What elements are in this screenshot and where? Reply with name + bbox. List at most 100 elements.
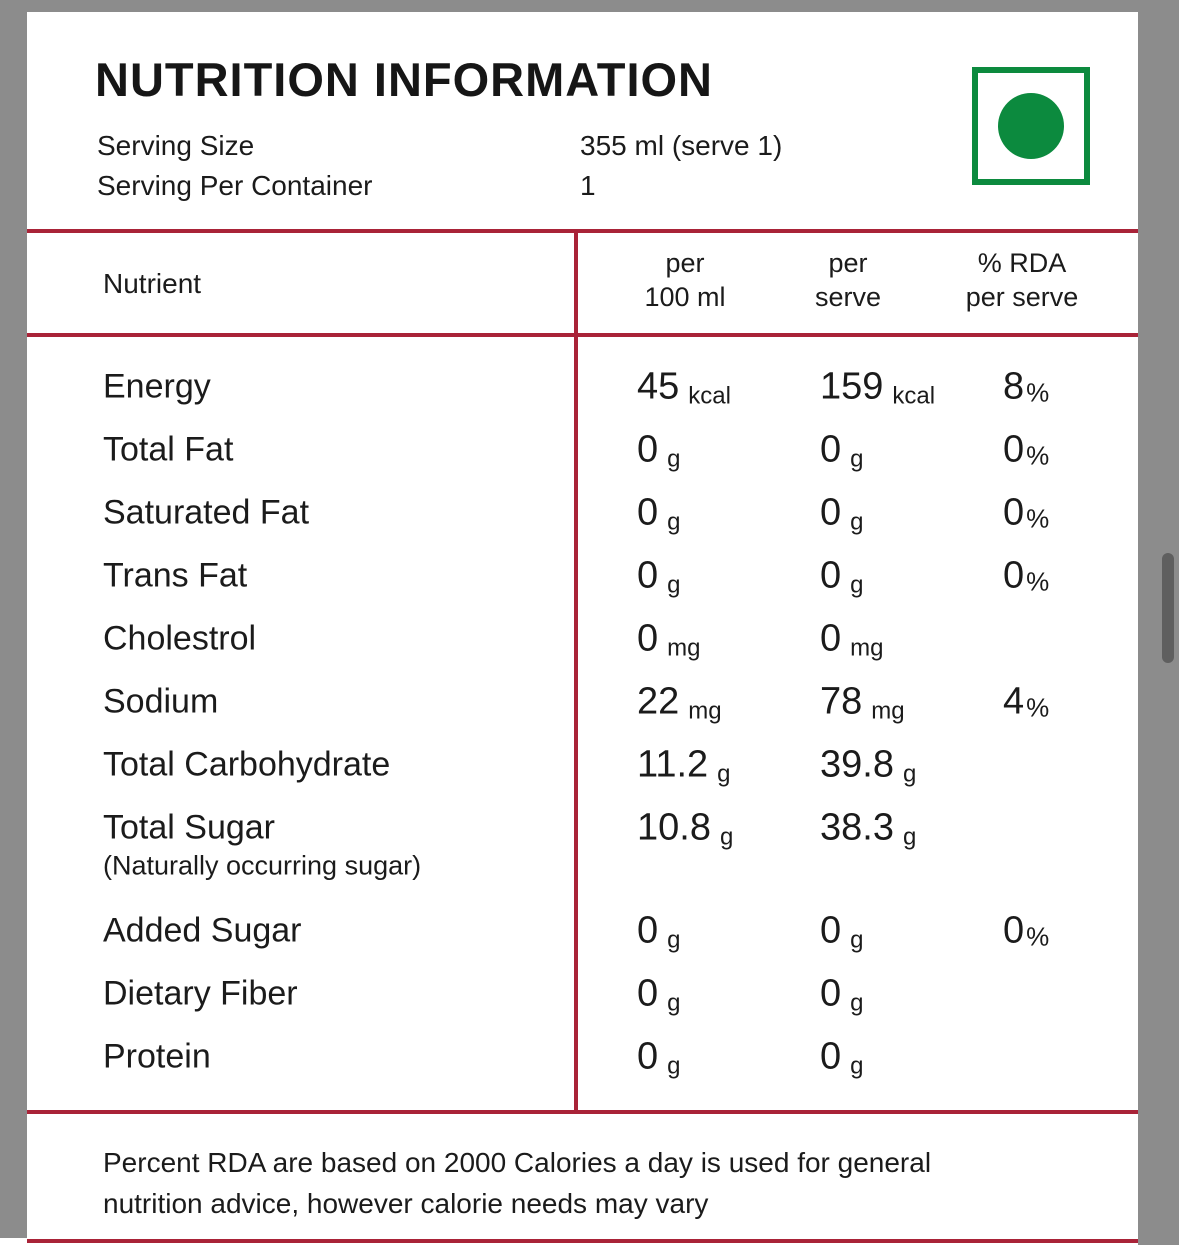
value-number: 4 <box>1003 680 1025 722</box>
value-per-serve: 0 mg <box>820 617 884 661</box>
column-header-line: serve <box>814 282 882 312</box>
percent-sign: % <box>1026 921 1050 951</box>
value-unit: g <box>850 926 864 953</box>
nutrient-name: Dietary Fiber <box>103 974 298 1012</box>
nutrient-label: Added Sugar <box>103 911 302 950</box>
column-header-per-serve: per serve <box>788 246 908 314</box>
value-rda-percent: 8% <box>1003 365 1049 408</box>
value-number: 11.2 <box>637 743 709 785</box>
value-number: 0 <box>820 1035 842 1077</box>
scrollbar-thumb[interactable] <box>1162 553 1174 663</box>
value-number: 0 <box>820 972 842 1014</box>
serving-per-container-label: Serving Per Container <box>97 170 373 201</box>
value-number: 0 <box>820 617 842 659</box>
vegetarian-mark-icon <box>972 67 1090 185</box>
value-unit: kcal <box>892 382 936 409</box>
nutrient-label: Total Carbohydrate <box>103 745 390 784</box>
value-unit: g <box>850 571 864 598</box>
value-number: 78 <box>820 680 863 722</box>
value-number: 0 <box>1003 428 1025 470</box>
value-per-100ml: 11.2 g <box>637 743 731 787</box>
value-number: 0 <box>1003 554 1025 596</box>
nutrient-label: Cholestrol <box>103 619 256 658</box>
percent-sign: % <box>1026 692 1050 722</box>
column-header-nutrient: Nutrient <box>103 268 202 299</box>
nutrient-name: Cholestrol <box>103 619 257 657</box>
rda-footnote: Percent RDA are based on 2000 Calories a… <box>103 1147 932 1219</box>
value-unit: g <box>850 1052 864 1079</box>
percent-sign: % <box>1026 566 1050 596</box>
table-row: Total Carbohydrate 11.2 g 39.8 g <box>0 733 1138 796</box>
value-number: 0 <box>1003 909 1025 951</box>
value-unit: g <box>850 445 864 472</box>
value-number: 8 <box>1003 365 1025 407</box>
value-unit: g <box>902 823 917 850</box>
value-unit: mg <box>871 697 905 724</box>
value-unit: g <box>850 989 864 1016</box>
nutrient-label: Dietary Fiber <box>103 974 298 1013</box>
value-unit: g <box>850 508 864 535</box>
nutrient-name: Saturated Fat <box>103 493 310 531</box>
nutrient-label: Total Sugar (Naturally occurring sugar) <box>103 808 421 880</box>
nutrient-name: Total Fat <box>103 430 234 468</box>
value-number: 0 <box>820 428 842 470</box>
column-divider-rule <box>574 229 578 1114</box>
value-number: 10.8 <box>637 806 711 848</box>
value-number: 0 <box>1003 491 1025 533</box>
nutrient-label: Total Fat <box>103 430 233 469</box>
value-number: 22 <box>637 680 680 722</box>
percent-sign: % <box>1026 503 1050 533</box>
value-number: 38.3 <box>820 806 894 848</box>
column-header-line: per <box>665 248 705 278</box>
nutrient-label: Trans Fat <box>103 556 247 595</box>
column-header-line: 100 ml <box>644 282 726 312</box>
value-unit: g <box>719 823 734 850</box>
value-per-100ml: 22 mg <box>637 680 722 724</box>
nutrient-label: Sodium <box>103 682 218 721</box>
percent-sign: % <box>1026 377 1050 407</box>
value-per-100ml: 0 mg <box>637 617 701 661</box>
value-per-serve: 38.3 g <box>820 806 917 850</box>
value-number: 0 <box>820 491 842 533</box>
table-top-rule <box>27 229 1138 233</box>
column-header-rda-per-serve: % RDA per serve <box>942 246 1102 314</box>
value-unit: g <box>902 760 917 787</box>
value-number: 0 <box>820 909 842 951</box>
nutrient-label: Saturated Fat <box>103 493 309 532</box>
value-number: 0 <box>637 491 659 533</box>
nutrient-sublabel: (Naturally occurring sugar) <box>103 850 422 880</box>
value-unit: mg <box>667 634 701 661</box>
value-unit: g <box>717 760 731 787</box>
page-title: NUTRITION INFORMATION <box>95 53 714 106</box>
nutrient-name: Energy <box>103 367 211 405</box>
nutrient-label: Protein <box>103 1037 211 1076</box>
label-bottom-rule <box>27 1239 1138 1243</box>
table-row: Total Sugar (Naturally occurring sugar) … <box>0 796 1138 880</box>
value-per-100ml: 45 kcal <box>637 365 731 409</box>
value-unit: g <box>667 1052 681 1079</box>
value-per-serve: 78 mg <box>820 680 905 724</box>
value-per-serve: 39.8 g <box>820 743 917 787</box>
column-header-line: % RDA <box>977 248 1067 278</box>
vegetarian-dot-icon <box>998 93 1064 159</box>
value-number: 0 <box>820 554 842 596</box>
nutrient-name: Protein <box>103 1037 211 1075</box>
value-number: 0 <box>637 1035 659 1077</box>
viewer-background-top <box>0 0 1179 12</box>
value-unit: mg <box>850 634 884 661</box>
value-number: 45 <box>637 365 680 407</box>
value-unit: g <box>667 508 681 535</box>
value-unit: g <box>667 926 681 953</box>
value-unit: kcal <box>688 382 731 409</box>
